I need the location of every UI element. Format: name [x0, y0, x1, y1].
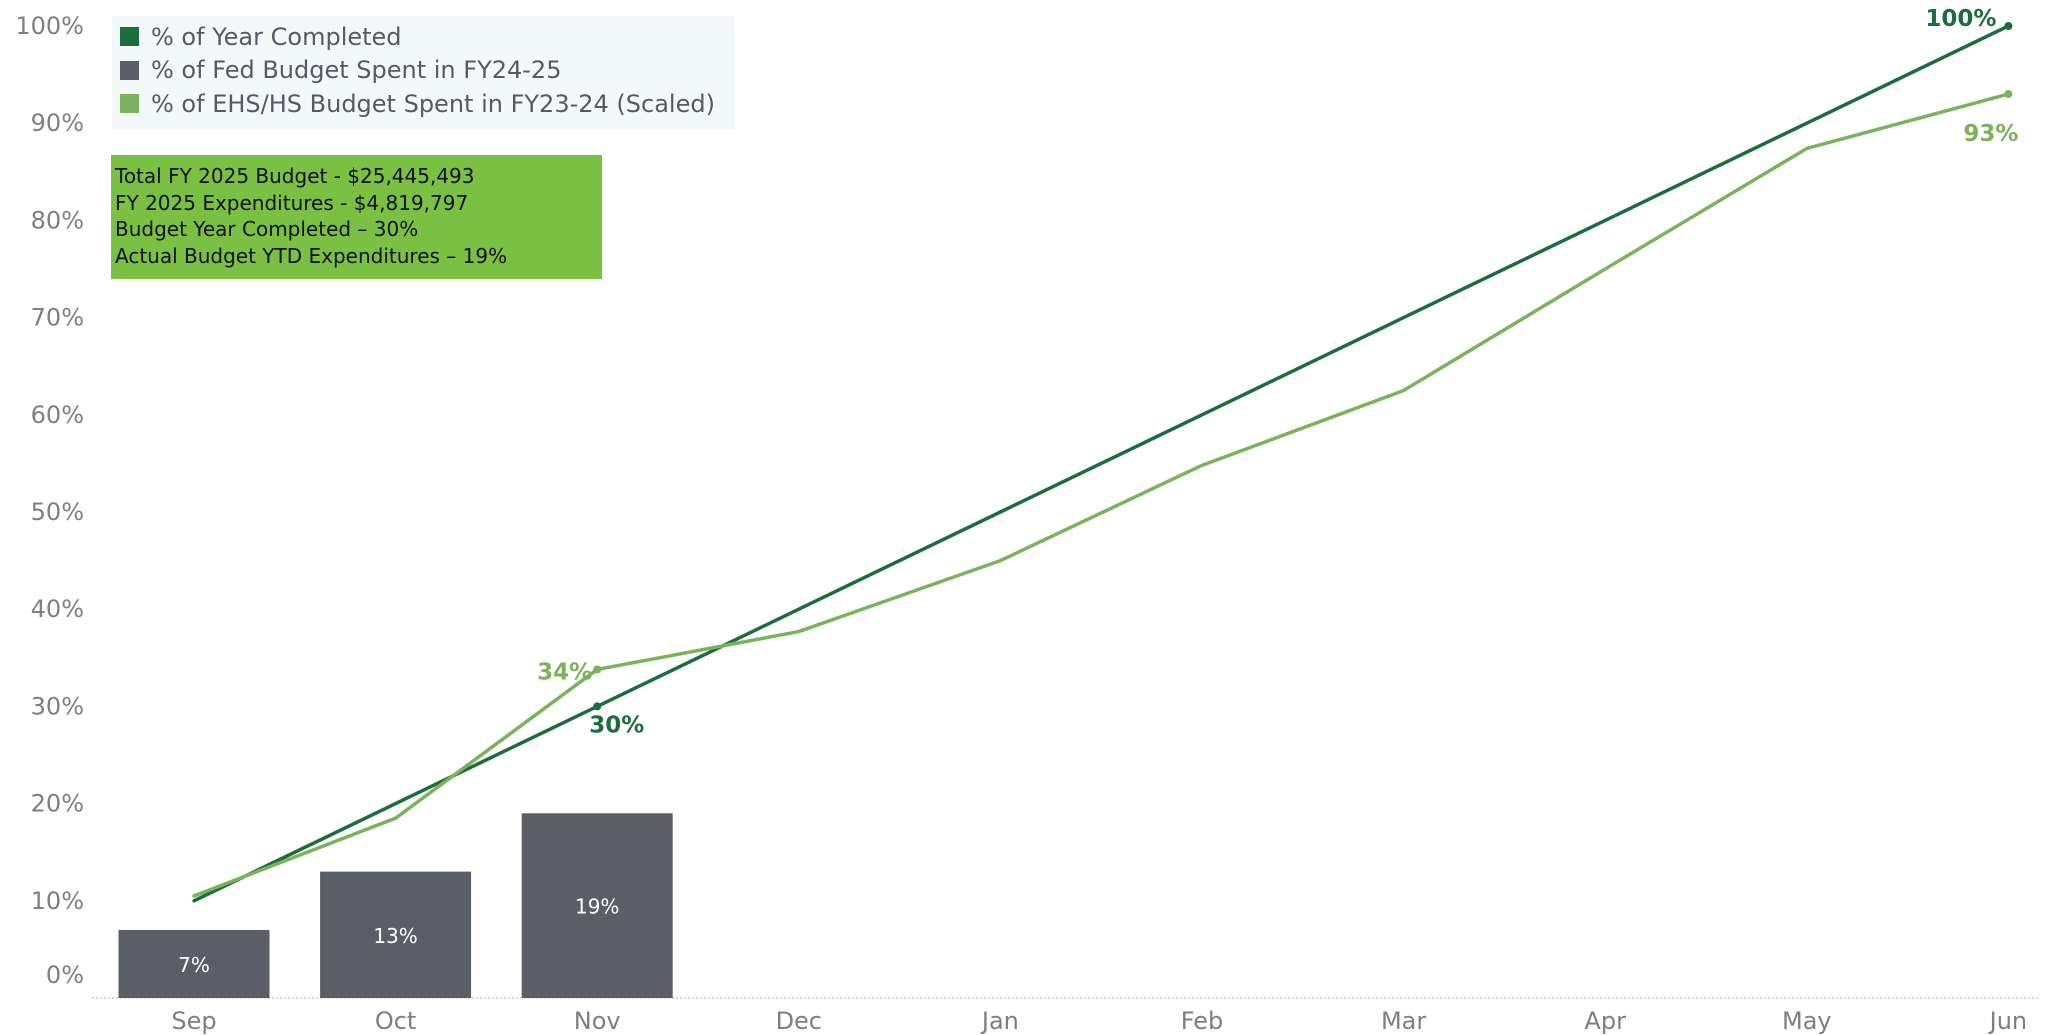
legend-label-fed-budget: % of Fed Budget Spent in FY24-25 — [151, 56, 562, 85]
y-tick-label: 30% — [31, 692, 84, 720]
bar-data-label: 13% — [373, 924, 417, 948]
bar — [521, 813, 673, 998]
chart-legend: % of Year Completed % of Fed Budget Spen… — [112, 16, 734, 129]
line-data-label: 30% — [589, 712, 644, 738]
summary-expenditures: FY 2025 Expenditures - $4,819,797 — [115, 190, 469, 215]
y-tick-label: 0% — [46, 961, 84, 989]
y-tick-label: 50% — [31, 498, 84, 526]
summary-year-completed: Budget Year Completed – 30% — [115, 217, 419, 241]
legend-item-year-completed: % of Year Completed — [120, 20, 734, 54]
line-ehs-hs-budget — [192, 92, 2011, 898]
summary-ytd-expenditures: Actual Budget YTD Expenditures – 19% — [115, 243, 508, 268]
data-point — [593, 665, 602, 674]
line-data-label: 93% — [1963, 121, 2018, 147]
bar — [118, 929, 270, 998]
x-tick-label: May — [1782, 1007, 1832, 1035]
line-year-completed — [192, 24, 2011, 903]
legend-swatch-year-completed — [120, 27, 139, 47]
data-point — [2004, 90, 2013, 99]
data-point — [2004, 22, 2013, 30]
legend-swatch-fed-budget — [120, 60, 139, 80]
x-tick-label: Jun — [1988, 1007, 2028, 1035]
y-tick-label: 20% — [31, 790, 84, 818]
data-point — [593, 702, 602, 711]
y-tick-label: 40% — [31, 595, 84, 623]
y-tick-label: 60% — [31, 401, 84, 429]
x-tick-label: Feb — [1181, 1007, 1224, 1035]
bar-data-label: 19% — [575, 895, 619, 919]
legend-item-fed-budget: % of Fed Budget Spent in FY24-25 — [120, 54, 734, 88]
y-tick-label: 70% — [31, 304, 84, 332]
y-tick-label: 10% — [31, 887, 84, 915]
x-tick-label: Dec — [776, 1007, 822, 1035]
y-tick-label: 90% — [31, 109, 84, 137]
y-tick-label: 100% — [15, 12, 84, 40]
bar — [320, 871, 472, 998]
x-tick-label: Sep — [171, 1007, 216, 1035]
legend-label-ehs-hs-budget: % of EHS/HS Budget Spent in FY23-24 (Sca… — [151, 89, 715, 118]
x-tick-label: Mar — [1381, 1007, 1426, 1035]
x-tick-label: Apr — [1584, 1007, 1626, 1035]
y-tick-label: 80% — [31, 206, 84, 234]
budget-summary-box: Total FY 2025 Budget - $25,445,493 FY 20… — [111, 155, 602, 279]
x-tick-label: Nov — [574, 1007, 621, 1035]
line-data-label: 100% — [1925, 6, 1996, 32]
x-tick-label: Jan — [980, 1007, 1019, 1035]
x-tick-label: Oct — [375, 1007, 417, 1035]
bar-data-label: 7% — [178, 953, 210, 977]
legend-swatch-ehs-hs-budget — [120, 94, 139, 114]
summary-total-budget: Total FY 2025 Budget - $25,445,493 — [115, 164, 475, 188]
legend-item-ehs-hs-budget: % of EHS/HS Budget Spent in FY23-24 (Sca… — [120, 87, 734, 121]
legend-label-year-completed: % of Year Completed — [151, 22, 402, 51]
line-data-label: 34% — [537, 659, 592, 685]
